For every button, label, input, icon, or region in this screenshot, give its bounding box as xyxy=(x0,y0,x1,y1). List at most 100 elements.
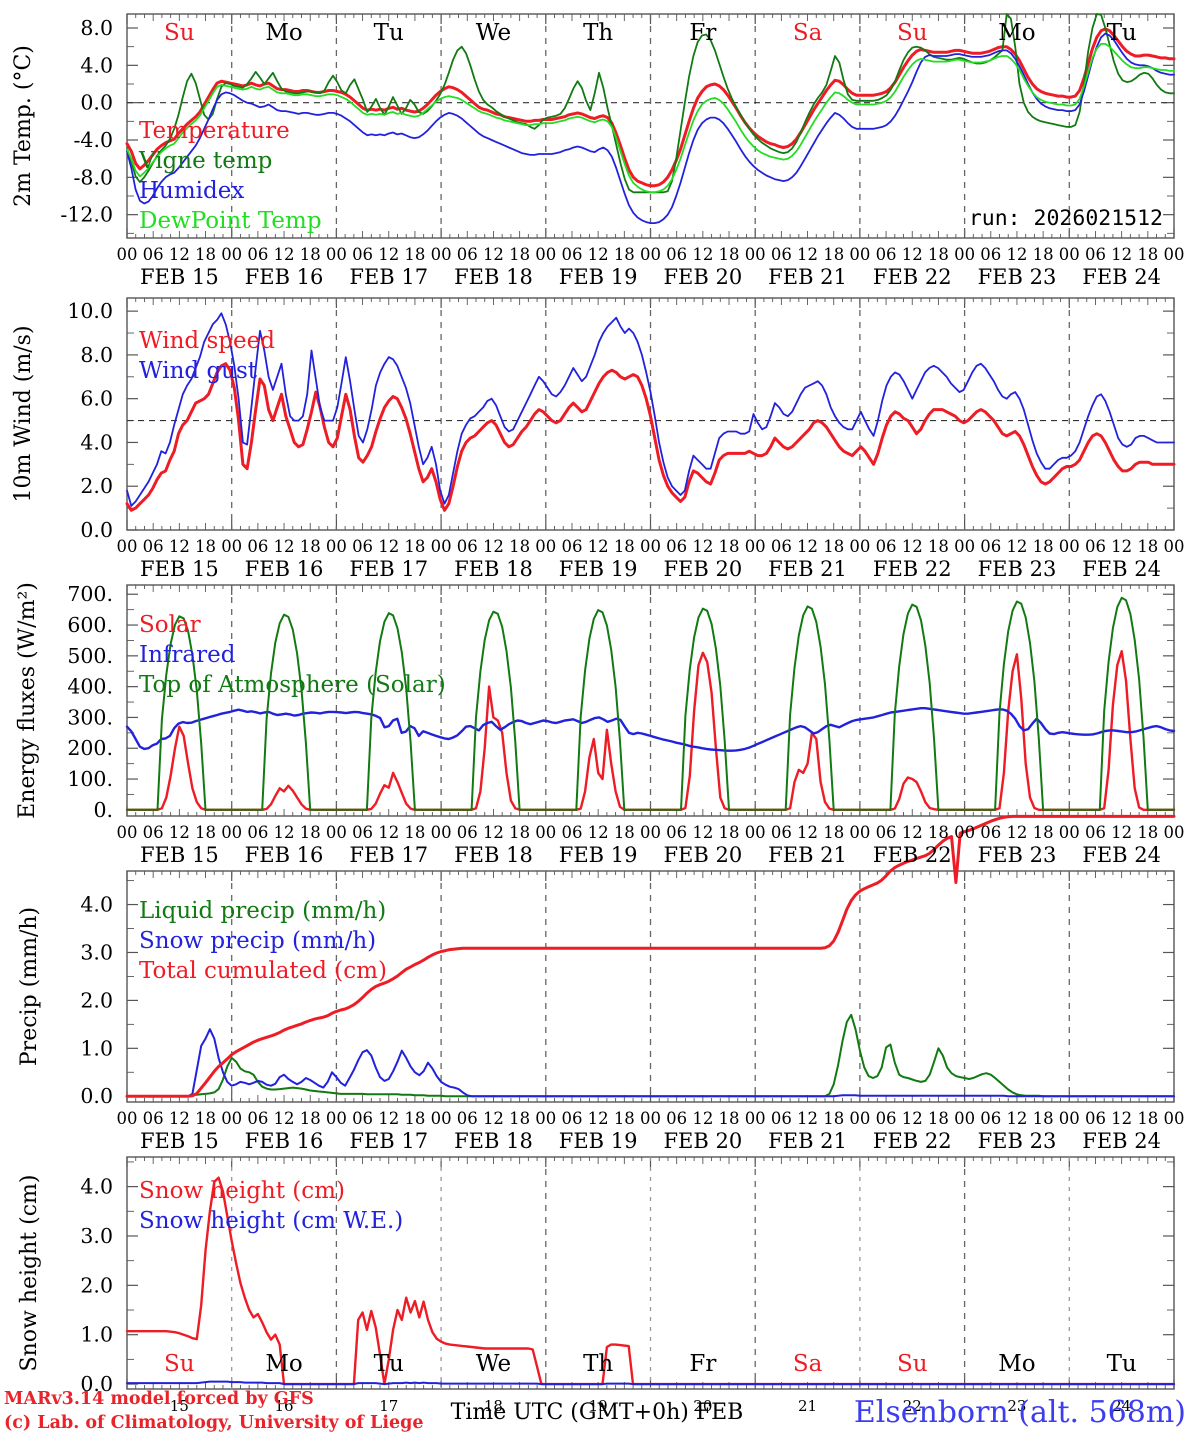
series-dewpoint-temp xyxy=(126,43,1175,194)
xtick-hour-label: 06 xyxy=(352,537,373,556)
xtick-hour-label: 06 xyxy=(666,537,687,556)
xtick-hour-label: 00 xyxy=(1164,245,1185,264)
legend-label-energy_fluxes-1: Infrared xyxy=(139,642,236,668)
day-number-4: 19 xyxy=(589,1397,608,1415)
legend-label-wind-0: Wind speed xyxy=(139,328,275,354)
xtick-hour-label: 12 xyxy=(274,245,295,264)
xtick-hour-label: 00 xyxy=(640,537,661,556)
xtick-hour-label: 00 xyxy=(849,1109,870,1128)
xtick-hour-label: 06 xyxy=(247,245,268,264)
ytick-label-temperature: -12.0 xyxy=(60,203,113,227)
yaxis-title-precip: Precip (mm/h) xyxy=(17,907,42,1066)
xtick-hour-label: 12 xyxy=(588,823,609,842)
xtick-hour-label: 12 xyxy=(1111,1109,1132,1128)
xtick-hour-label: 18 xyxy=(614,537,635,556)
xtick-hour-label: 06 xyxy=(771,823,792,842)
day-number-1: 16 xyxy=(275,1397,294,1415)
xtick-hour-label: 06 xyxy=(1085,1109,1106,1128)
xtick-hour-label: 18 xyxy=(1033,245,1054,264)
xtick-hour-label: 18 xyxy=(928,245,949,264)
xtick-day-label: FEB 23 xyxy=(978,843,1057,867)
ytick-label-energy_fluxes: 200. xyxy=(67,736,113,760)
xtick-hour-label: 06 xyxy=(561,245,582,264)
dow-label-bottom-5: Fr xyxy=(689,1351,716,1377)
ytick-label-precip: 4.0 xyxy=(80,893,113,917)
xtick-hour-label: 12 xyxy=(378,245,399,264)
xtick-hour-label: 12 xyxy=(1006,537,1027,556)
dow-label-bottom-8: Mo xyxy=(998,1351,1035,1377)
xtick-hour-label: 12 xyxy=(588,1109,609,1128)
xtick-day-label: FEB 21 xyxy=(768,557,847,581)
xtick-hour-label: 18 xyxy=(719,537,740,556)
station-label: Elsenborn (alt. 568m) xyxy=(854,1395,1186,1430)
xtick-day-label: FEB 16 xyxy=(245,843,324,867)
xtick-hour-label: 06 xyxy=(143,537,164,556)
xtick-hour-label: 18 xyxy=(300,245,321,264)
xtick-hour-label: 12 xyxy=(797,245,818,264)
dow-label-top-9: Tu xyxy=(1107,20,1137,46)
xtick-hour-label: 12 xyxy=(902,823,923,842)
xtick-hour-label: 06 xyxy=(352,245,373,264)
xtick-hour-label: 12 xyxy=(483,823,504,842)
xtick-hour-label: 18 xyxy=(1137,1109,1158,1128)
xtick-hour-label: 18 xyxy=(928,823,949,842)
xtick-hour-label: 00 xyxy=(117,537,138,556)
series-wind-gust xyxy=(126,312,1175,507)
panel-temperature: -12.0 -8.0 -4.0 0.0 4.0 8.0 2m Temp. (°C) Tempe… xyxy=(11,13,1176,239)
xtick-hour-label: 06 xyxy=(876,537,897,556)
xtick-hour-label: 06 xyxy=(980,823,1001,842)
ytick-label-wind: 8.0 xyxy=(80,343,113,367)
ytick-label-precip: 1.0 xyxy=(80,1036,113,1060)
xtick-day-label: FEB 19 xyxy=(559,265,638,289)
day-number-9: 24 xyxy=(1112,1397,1131,1415)
dow-label-top-1: Mo xyxy=(265,20,302,46)
xtick-hour-label: 06 xyxy=(457,1109,478,1128)
xtick-hour-label: 18 xyxy=(823,1109,844,1128)
xtick-day-label: FEB 21 xyxy=(768,265,847,289)
ytick-label-wind: 2.0 xyxy=(80,474,113,498)
day-number-7: 22 xyxy=(903,1397,922,1415)
xtick-hour-label: 18 xyxy=(823,823,844,842)
xtick-hour-label: 12 xyxy=(1006,245,1027,264)
xtick-hour-label: 06 xyxy=(143,245,164,264)
ytick-label-energy_fluxes: 0. xyxy=(93,798,113,822)
xtick-day-label: FEB 19 xyxy=(559,843,638,867)
series-wind-speed xyxy=(125,362,1176,512)
xtick-hour-label: 18 xyxy=(404,245,425,264)
dow-label-top-3: We xyxy=(476,20,511,46)
xtick-hour-label: 00 xyxy=(326,1109,347,1128)
day-number-5: 20 xyxy=(693,1397,712,1415)
ytick-label-wind: 0.0 xyxy=(80,518,113,542)
xtick-hour-label: 06 xyxy=(457,245,478,264)
dow-label-top-4: Th xyxy=(583,20,613,46)
series-top-of-atmosphere-solar- xyxy=(126,596,1175,811)
xtick-hour-label: 00 xyxy=(954,1109,975,1128)
yaxis-title-energy_fluxes: Energy fluxes (W/m²) xyxy=(15,582,40,819)
xtick-hour-label: 06 xyxy=(980,537,1001,556)
xtick-hour-label: 06 xyxy=(143,823,164,842)
xtick-hour-label: 18 xyxy=(195,537,216,556)
ytick-label-temperature: -8.0 xyxy=(73,165,113,189)
xtick-hour-label: 18 xyxy=(1137,245,1158,264)
time-axis-title: Time UTC (GMT+0h) FEB xyxy=(451,1400,744,1425)
xtick-hour-label: 12 xyxy=(588,245,609,264)
yaxis-title-snow_height: Snow height (cm) xyxy=(17,1175,42,1372)
xtick-hour-label: 00 xyxy=(535,1109,556,1128)
xtick-hour-label: 00 xyxy=(745,823,766,842)
xtick-hour-label: 12 xyxy=(692,245,713,264)
ytick-label-precip: 3.0 xyxy=(80,940,113,964)
panel-wind: 0.0 2.0 4.0 6.0 8.0 10.0 10m Wind (m/s) Wind sp… xyxy=(11,297,1176,542)
xtick-hour-label: 12 xyxy=(169,245,190,264)
xtick-hour-label: 12 xyxy=(378,537,399,556)
xtick-hour-label: 06 xyxy=(876,245,897,264)
xtick-hour-label: 00 xyxy=(954,245,975,264)
xtick-day-label: FEB 17 xyxy=(349,1129,428,1153)
ytick-label-energy_fluxes: 300. xyxy=(67,705,113,729)
legend-label-temperature-3: DewPoint Temp xyxy=(139,208,322,234)
xtick-hour-label: 12 xyxy=(483,1109,504,1128)
ytick-label-energy_fluxes: 600. xyxy=(67,613,113,637)
series-total-cumulated-cm- xyxy=(125,814,1176,1098)
xtick-day-label: FEB 17 xyxy=(349,265,428,289)
xtick-hour-label: 00 xyxy=(849,537,870,556)
